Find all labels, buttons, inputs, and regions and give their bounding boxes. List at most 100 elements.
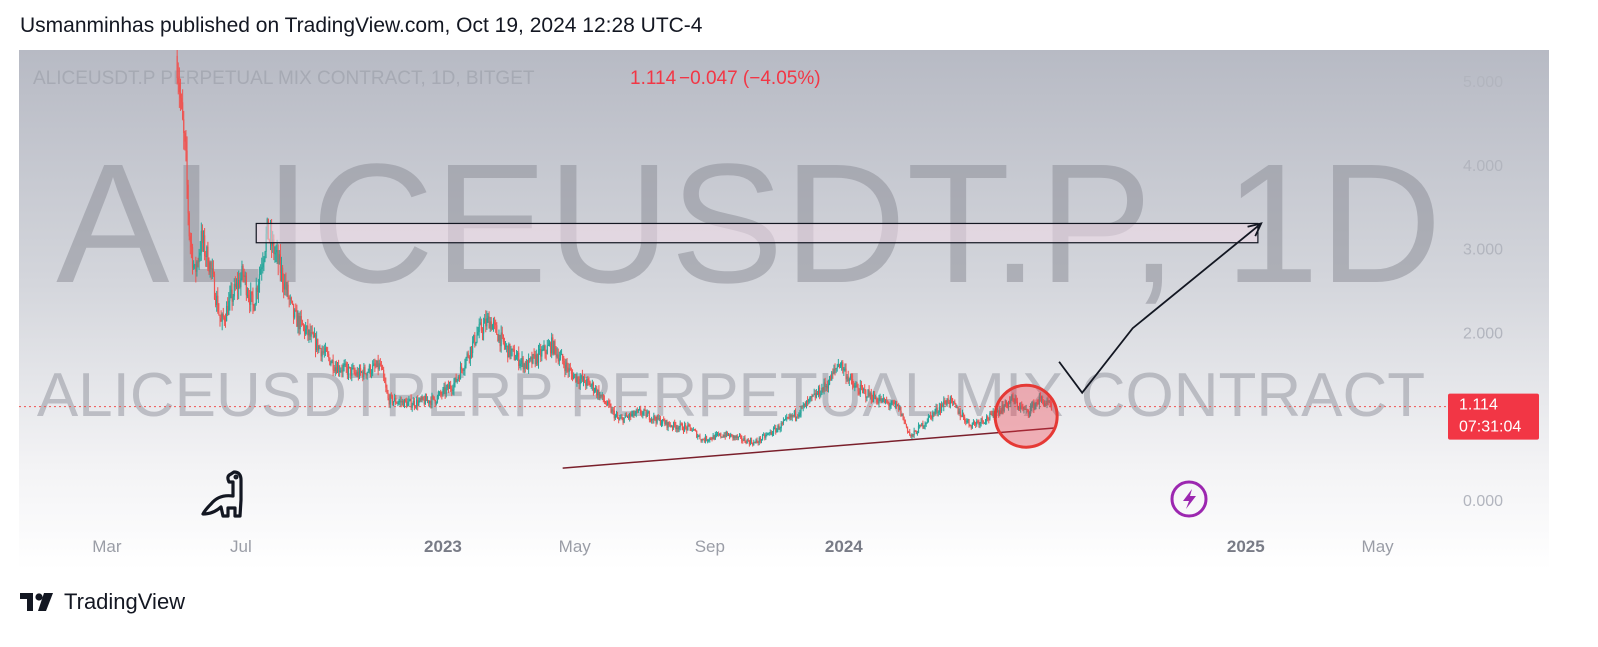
candle-body [555, 347, 557, 357]
candle-body [205, 255, 207, 257]
candle-body [291, 300, 294, 304]
candle-body [342, 366, 344, 372]
candle-body [209, 262, 211, 273]
candle-body [1022, 406, 1024, 410]
candle-body [730, 434, 732, 438]
candle-body [552, 337, 554, 354]
candle-body [596, 387, 598, 396]
candle-body [299, 316, 301, 330]
candle-body [377, 360, 379, 370]
candle-body [452, 390, 454, 392]
candle-body [642, 412, 644, 415]
candle-body [618, 418, 620, 420]
candle-body [881, 398, 883, 403]
candle-body [806, 400, 809, 402]
price-chart[interactable]: ALICEUSDT.P, 1D ALICEUSDTPERP PERPETUAL … [19, 50, 1549, 570]
time-axis[interactable]: Mar Jul 2023 May Sep 2024 2025 May [92, 537, 1394, 556]
candle-body [302, 325, 305, 327]
candle-body [713, 435, 715, 440]
candle-body [391, 395, 394, 404]
candle-body [987, 416, 989, 420]
chart-panel[interactable] [19, 50, 1549, 570]
candle-body [934, 411, 936, 414]
candle-body [980, 418, 982, 423]
candle-body [926, 421, 928, 423]
candle-body [306, 325, 308, 329]
candle-body [721, 436, 723, 438]
candle-body [866, 397, 868, 399]
candle-body [965, 421, 967, 423]
candle-body [207, 246, 209, 270]
candle-body [414, 406, 417, 408]
candle-body [197, 262, 199, 264]
candle-body [770, 432, 772, 435]
candle-body [955, 404, 957, 408]
candle-body [983, 422, 986, 424]
candle-body [687, 424, 689, 431]
candle-body [278, 254, 280, 264]
candle-body [942, 404, 944, 407]
candle-body [230, 289, 232, 295]
tradingview-brand[interactable]: TradingView [64, 589, 186, 614]
candle-body [316, 338, 318, 350]
candle-body [938, 407, 940, 413]
candle-body [422, 396, 424, 400]
candle-body [1025, 408, 1027, 410]
candle-body [392, 401, 395, 404]
candle-body [469, 346, 472, 359]
candle-body [567, 367, 569, 372]
candle-body [358, 367, 361, 377]
candle-body [217, 295, 219, 312]
candle-body [873, 393, 876, 399]
candle-body [625, 414, 627, 417]
candle-body [958, 411, 960, 414]
highlight-circle [993, 383, 1059, 449]
candle-body [746, 439, 748, 444]
candle-body [999, 410, 1001, 415]
candle-body [979, 422, 981, 426]
candle-body [894, 403, 897, 405]
candle-body [287, 284, 289, 298]
candle-body [803, 403, 805, 406]
candle-body [194, 264, 196, 266]
candle-body [854, 386, 856, 388]
candle-body [309, 330, 311, 337]
candle-body [825, 386, 827, 388]
candle-body [776, 429, 778, 433]
candle-body [446, 384, 448, 388]
candle-body [910, 434, 912, 437]
candle-body [275, 252, 277, 254]
candle-body [409, 399, 411, 401]
candle-body [970, 426, 972, 428]
candle-body [579, 378, 581, 385]
candle-body [418, 400, 420, 406]
candle-body [802, 405, 804, 407]
candle-body [841, 362, 843, 366]
candle-body [546, 345, 548, 354]
candle-body [831, 372, 833, 381]
candle-body [679, 423, 681, 428]
candle-body [1029, 406, 1032, 414]
candle-body [745, 441, 747, 444]
candle-body [699, 435, 701, 440]
candle-body [693, 429, 696, 431]
candle-body [421, 396, 423, 400]
candle-body [609, 403, 611, 406]
candle-body [435, 402, 437, 404]
tradingview-logo-icon[interactable] [20, 591, 56, 613]
candle-body [240, 278, 242, 288]
candle-body [787, 417, 789, 419]
candle-body [629, 413, 631, 418]
candle-body [883, 397, 886, 403]
candle-body [566, 362, 568, 368]
candle-body [991, 413, 993, 417]
candle-body [957, 406, 959, 414]
candle-body [943, 400, 945, 407]
candle-body [758, 437, 760, 443]
candle-body [487, 316, 489, 319]
candle-body [518, 352, 520, 366]
candle-body [663, 419, 665, 422]
candle-body [434, 399, 436, 404]
candle-body [584, 376, 586, 383]
